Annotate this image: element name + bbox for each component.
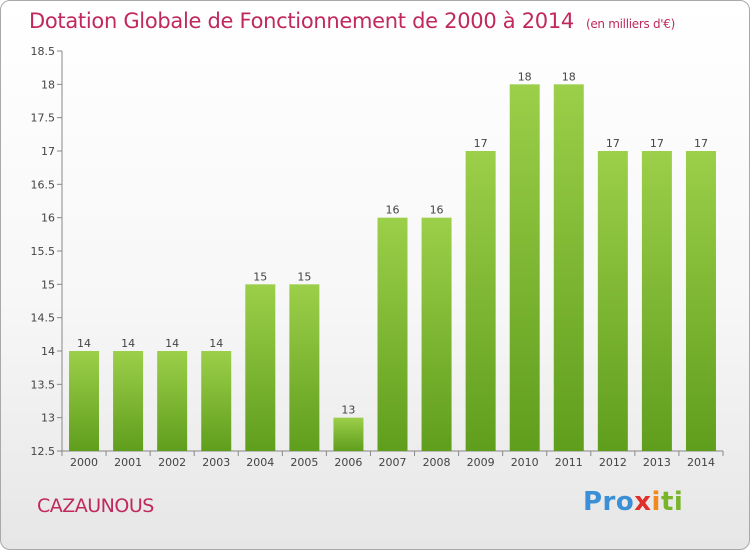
- data-label-2000: 14: [77, 337, 91, 350]
- x-tick-label-2006: 2006: [334, 456, 362, 469]
- data-label-2009: 17: [474, 137, 488, 150]
- bar-2000: [69, 351, 100, 451]
- y-tick-label: 17: [41, 145, 55, 158]
- bars: [69, 84, 716, 451]
- axes: 12.5 13 13.5 14 14.5 15 15.5 16 16.5 17 17.5 18 18.5…: [31, 45, 724, 469]
- bar-2005: [289, 284, 320, 451]
- x-tick-label-2003: 2003: [202, 456, 230, 469]
- data-label-2005: 15: [297, 270, 311, 283]
- bar-2003: [201, 351, 232, 451]
- bar-2008: [421, 217, 452, 451]
- y-tick-label: 13.5: [31, 378, 56, 391]
- x-tick-label-2005: 2005: [290, 456, 318, 469]
- data-label-2012: 17: [606, 137, 620, 150]
- y-tick-label: 17.5: [31, 112, 56, 125]
- x-tick-label-2002: 2002: [158, 456, 186, 469]
- data-label-2014: 17: [694, 137, 708, 150]
- x-tick-label-2012: 2012: [599, 456, 627, 469]
- x-tick-label-2009: 2009: [467, 456, 495, 469]
- logo-part-4: ti: [660, 487, 684, 517]
- y-tick-label: 18: [41, 78, 55, 91]
- data-label-2002: 14: [165, 337, 179, 350]
- y-tick-label: 13: [41, 412, 55, 425]
- bar-2004: [245, 284, 276, 451]
- x-tick-label-2000: 2000: [70, 456, 98, 469]
- y-tick-label: 15: [41, 278, 55, 291]
- chart-title: Dotation Globale de Fonctionnement de 20…: [29, 9, 675, 33]
- bar-2011: [553, 84, 584, 451]
- x-tick-label-2004: 2004: [246, 456, 274, 469]
- data-label-2010: 18: [518, 70, 532, 83]
- data-labels: 14 14 14 14 15 15 13 16 16 17 18 18 17 17 17: [77, 70, 708, 416]
- data-label-2001: 14: [121, 337, 135, 350]
- bar-2013: [641, 151, 672, 451]
- x-tick-label-2011: 2011: [555, 456, 583, 469]
- bar-2007: [377, 217, 408, 451]
- bar-2001: [113, 351, 144, 451]
- data-label-2003: 14: [209, 337, 223, 350]
- x-tick-label-2014: 2014: [687, 456, 715, 469]
- bar-2002: [157, 351, 188, 451]
- proxiti-logo[interactable]: Proxiti: [583, 487, 683, 517]
- bar-2009: [465, 151, 496, 451]
- logo-part-1: Pro: [583, 487, 635, 517]
- x-tick-label-2001: 2001: [114, 456, 142, 469]
- y-tick-label: 16.5: [31, 178, 56, 191]
- x-tick-label-2008: 2008: [423, 456, 451, 469]
- logo-part-2: x: [634, 487, 652, 517]
- data-label-2011: 18: [562, 70, 576, 83]
- y-tick-label: 16: [41, 212, 55, 225]
- y-tick-label: 15.5: [31, 245, 56, 258]
- commune-name: CAZAUNOUS: [37, 495, 154, 517]
- data-label-2008: 16: [430, 204, 444, 217]
- y-tick-label: 12.5: [31, 445, 56, 458]
- y-tick-label: 14.5: [31, 312, 56, 325]
- bar-2014: [685, 151, 716, 451]
- bar-2010: [509, 84, 540, 451]
- x-tick-label-2013: 2013: [643, 456, 671, 469]
- x-tick-label-2007: 2007: [379, 456, 407, 469]
- bar-2012: [597, 151, 628, 451]
- bar-2006: [333, 417, 364, 451]
- y-tick-label: 18.5: [31, 45, 56, 58]
- data-label-2007: 16: [386, 204, 400, 217]
- y-tick-label: 14: [41, 345, 55, 358]
- x-tick-label-2010: 2010: [511, 456, 539, 469]
- chart-subtitle: (en milliers d'€): [585, 17, 675, 31]
- data-label-2013: 17: [650, 137, 664, 150]
- data-label-2004: 15: [253, 270, 267, 283]
- logo-part-3: i: [651, 487, 661, 517]
- chart-title-text: Dotation Globale de Fonctionnement de 20…: [29, 9, 574, 33]
- data-label-2006: 13: [341, 404, 355, 417]
